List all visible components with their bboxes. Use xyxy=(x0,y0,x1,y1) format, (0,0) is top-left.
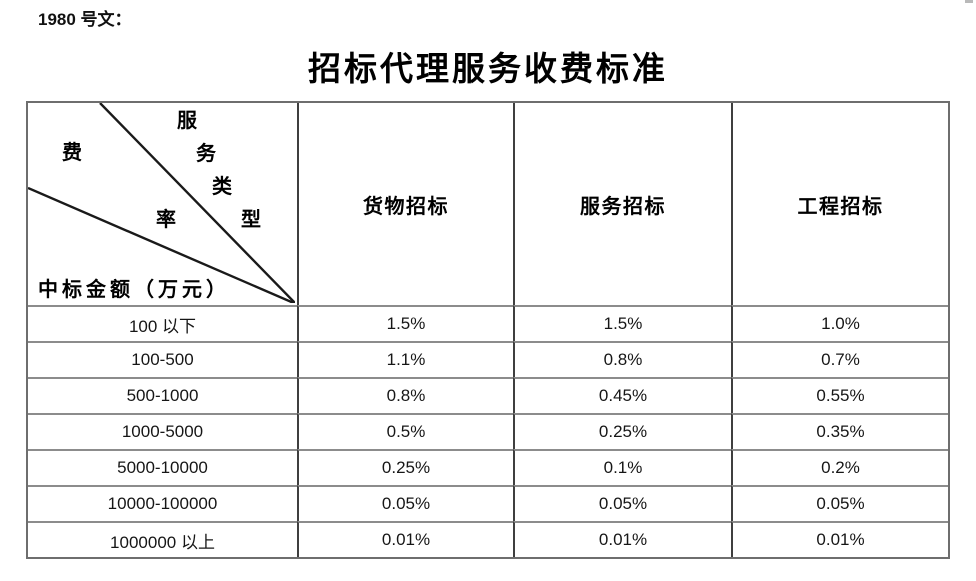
rate-label-char: 费 xyxy=(62,142,82,164)
diagonal-label-char: 型 xyxy=(241,209,261,231)
rate-cell-service: 0.1% xyxy=(513,449,731,485)
corner-header-cell: 服 务 类 型 费 率 中标金额（万元） xyxy=(28,103,297,305)
rate-cell-service: 0.01% xyxy=(513,521,731,557)
amount-cell: 1000-5000 xyxy=(28,413,297,449)
rate-cell-service: 0.05% xyxy=(513,485,731,521)
column-header-works: 工程招标 xyxy=(731,103,948,305)
rate-cell-service: 1.5% xyxy=(513,305,731,341)
rate-cell-works: 0.05% xyxy=(731,485,948,521)
amount-cell: 100 以下 xyxy=(28,305,297,341)
diagonal-label-char: 类 xyxy=(212,176,232,198)
rate-cell-service: 0.45% xyxy=(513,377,731,413)
rate-cell-goods: 0.05% xyxy=(297,485,513,521)
rate-cell-service: 0.25% xyxy=(513,413,731,449)
diagonal-label-char: 务 xyxy=(196,143,216,165)
rate-cell-goods: 1.5% xyxy=(297,305,513,341)
column-header-goods: 货物招标 xyxy=(297,103,513,305)
amount-axis-label: 中标金额（万元） xyxy=(38,279,230,301)
amount-cell: 500-1000 xyxy=(28,377,297,413)
rate-cell-works: 0.7% xyxy=(731,341,948,377)
rate-cell-goods: 0.25% xyxy=(297,449,513,485)
page-title: 招标代理服务收费标准 xyxy=(308,52,668,88)
rate-cell-goods: 1.1% xyxy=(297,341,513,377)
amount-cell: 10000-100000 xyxy=(28,485,297,521)
screen-edge-artifact xyxy=(965,0,973,3)
rate-cell-works: 0.35% xyxy=(731,413,948,449)
rate-cell-works: 0.01% xyxy=(731,521,948,557)
doc-ref: 1980 号文： xyxy=(38,10,132,29)
rate-cell-goods: 0.01% xyxy=(297,521,513,557)
rate-cell-works: 0.55% xyxy=(731,377,948,413)
amount-cell: 100-500 xyxy=(28,341,297,377)
rate-cell-works: 0.2% xyxy=(731,449,948,485)
diagonal-divider-lines xyxy=(28,103,295,303)
column-header-service: 服务招标 xyxy=(513,103,731,305)
rate-cell-goods: 0.5% xyxy=(297,413,513,449)
amount-cell: 5000-10000 xyxy=(28,449,297,485)
rate-cell-goods: 0.8% xyxy=(297,377,513,413)
fee-table: 服 务 类 型 费 率 中标金额（万元） 货物招标 服务招标 工程招标 100 … xyxy=(26,101,950,559)
rate-cell-works: 1.0% xyxy=(731,305,948,341)
rate-cell-service: 0.8% xyxy=(513,341,731,377)
amount-cell: 1000000 以上 xyxy=(28,521,297,557)
rate-label-char: 率 xyxy=(156,209,176,231)
diagonal-label-char: 服 xyxy=(177,110,197,132)
